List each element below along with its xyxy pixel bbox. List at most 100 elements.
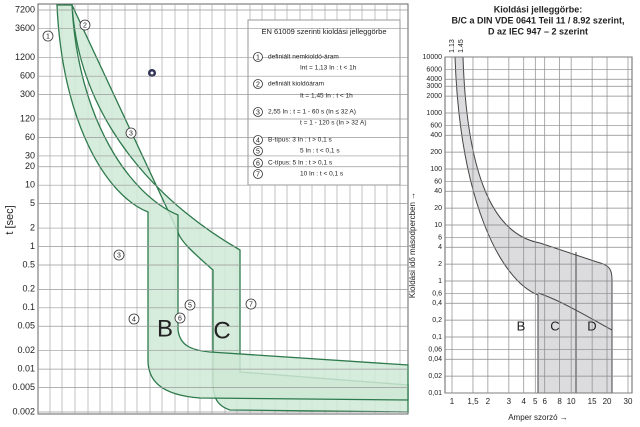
y-tick-label: 6000 (426, 66, 442, 73)
legend-marker-label: 6 (256, 160, 260, 167)
y-tick-label: 3000 (426, 83, 442, 90)
legend-text: 5 In : t < 0,1 s (300, 148, 340, 155)
y-tick-label: 7200 (15, 4, 35, 14)
curve-label: D (587, 318, 596, 333)
legend-marker (253, 79, 263, 89)
point-marker (113, 249, 125, 261)
x-tick-label: 5 (533, 397, 538, 406)
y-tick-label: 3600 (15, 23, 35, 33)
legend-marker-label: 2 (256, 81, 260, 88)
y-tick-label: 0.2 (22, 284, 35, 294)
x-tick-label: 10 (567, 397, 576, 406)
legend-box (247, 19, 401, 186)
y-axis-label: t [sec] (4, 205, 16, 234)
y-tick-label: 0,1 (432, 334, 442, 341)
top-label: 1.13 (449, 39, 456, 53)
y-tick-label: 2000 (426, 93, 442, 100)
y-tick-label: 0,04 (428, 356, 442, 363)
x-tick-label: 8 (557, 397, 562, 406)
y-tick-label: 10 (434, 222, 442, 229)
y-tick-label: 0.01 (17, 364, 35, 374)
x-tick-label: 6 (542, 397, 547, 406)
legend-marker-label: 1 (256, 54, 260, 61)
x-axis-label: Amper szorzó → (508, 413, 568, 422)
y-tick-label: 4000 (426, 76, 442, 83)
y-tick-label: 10000 (423, 54, 443, 61)
x-tick-label: 30 (624, 397, 633, 406)
chart-title: D az IEC 947 – 2 szerint (488, 26, 588, 36)
point-marker-label: 1 (46, 33, 50, 40)
y-tick-label: 1 (30, 241, 35, 251)
legend-marker (253, 135, 263, 145)
x-tick-label: 3 (507, 397, 512, 406)
curve-label: B (157, 315, 173, 342)
y-tick-label: 60 (25, 132, 35, 142)
point-marker-label: 4 (132, 316, 136, 323)
legend-text: It = 1,45 In : t < 1h (300, 93, 353, 100)
legend-text: C-típus: 5 In : t > 0,1 s (268, 160, 333, 167)
legend-marker-label: 5 (256, 148, 260, 155)
y-tick-label: 120 (20, 113, 35, 123)
y-tick-label: 0,2 (432, 317, 442, 324)
point-marker-label: 3 (129, 130, 133, 137)
legend-text: 2,55 In : t = 1 - 60 s (In ≤ 32 A) (268, 109, 356, 116)
legend-text: B-típus: 3 In : t > 0,1 s (268, 137, 333, 144)
y-tick-label: 0,02 (428, 373, 442, 380)
curve-label: C (550, 318, 559, 333)
gear-icon (148, 69, 156, 77)
legend-text: Int = 1,13 In : t < 1h (300, 65, 357, 72)
y-tick-label: 0.002 (12, 406, 35, 416)
y-tick-label: 4 (438, 244, 442, 251)
chart-title: Kioldási jelleggörbe: (494, 4, 583, 14)
y-tick-label: 0.1 (22, 302, 35, 312)
point-marker (174, 312, 186, 324)
x-tick-label: 20 (603, 397, 612, 406)
legend-marker (253, 146, 263, 156)
y-tick-label: 0.5 (22, 259, 35, 269)
y-tick-label: 40 (434, 188, 442, 195)
y-tick-label: 0.05 (17, 321, 35, 331)
point-marker (125, 127, 137, 139)
y-tick-label: 10 (25, 180, 35, 190)
x-tick-label: 1,5 (467, 397, 479, 406)
legend-marker (253, 169, 263, 179)
y-tick-label: 400 (430, 132, 442, 139)
legend-marker (253, 158, 263, 168)
y-tick-label: 60 (434, 178, 442, 185)
chart-title: B/C a DIN VDE 0641 Teil 11 / 8.92 szerin… (452, 15, 625, 25)
legend-text: t = 1 - 120 s (In > 32 A) (300, 120, 366, 127)
y-tick-label: 5 (30, 198, 35, 208)
point-marker (245, 298, 257, 310)
point-marker (184, 299, 196, 311)
x-tick-label: 2 (486, 397, 491, 406)
legend-text: definiált kioldóáram (268, 81, 324, 88)
y-tick-label: 600 (430, 122, 442, 129)
y-tick-label: 200 (430, 149, 442, 156)
legend-marker-label: 4 (256, 137, 260, 144)
y-tick-label: 1 (438, 278, 442, 285)
legend-marker (253, 107, 263, 117)
curve-label: B (517, 318, 526, 333)
point-marker-label: 5 (188, 302, 192, 309)
point-marker (79, 19, 91, 31)
y-tick-label: 0,06 (428, 346, 442, 353)
y-tick-label: 6 (438, 234, 442, 241)
y-tick-label: 1200 (15, 52, 35, 62)
legend-marker-label: 3 (256, 109, 260, 116)
y-tick-label: 20 (434, 205, 442, 212)
y-tick-label: 0.02 (17, 345, 35, 355)
top-label: 1.45 (458, 39, 465, 53)
y-tick-label: 20 (25, 161, 35, 171)
point-marker-label: 6 (178, 315, 182, 322)
y-tick-label: 0,01 (428, 390, 442, 397)
y-tick-label: 600 (20, 71, 35, 81)
y-tick-label: 2 (438, 261, 442, 268)
legend-text: 10 In : t < 0,1 s (300, 171, 344, 178)
y-tick-label: 1000 (426, 110, 442, 117)
point-marker-label: 7 (249, 301, 253, 308)
legend-marker (253, 52, 263, 62)
y-tick-label: 100 (430, 166, 442, 173)
y-tick-label: 2 (30, 222, 35, 232)
